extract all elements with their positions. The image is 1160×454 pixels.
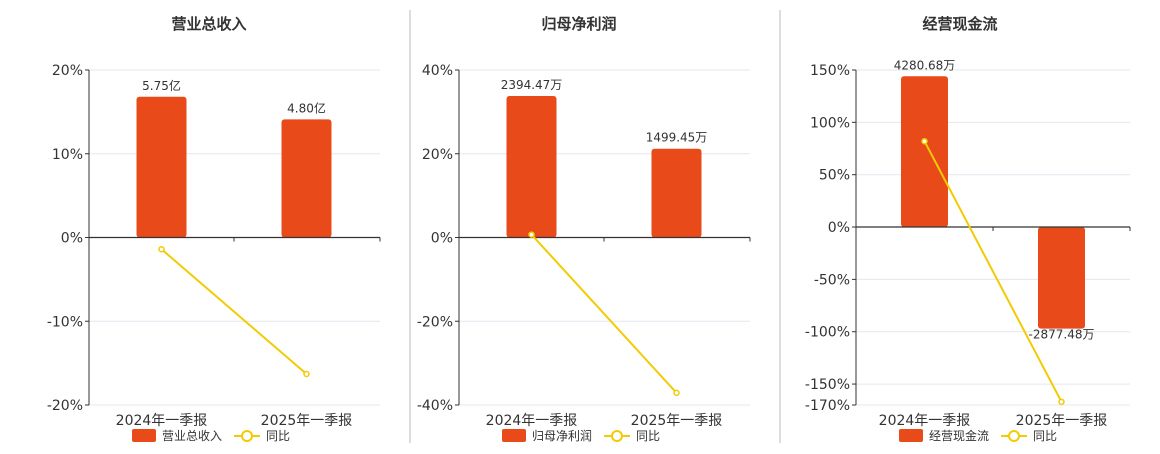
x-category-label: 2025年一季报: [261, 413, 353, 429]
yoy-point-2: [303, 370, 310, 378]
y-tick-label: 20%: [422, 147, 453, 163]
chart-title: 经营现金流: [922, 15, 997, 33]
yoy-point-1: [921, 137, 928, 145]
yoy-line: [530, 233, 678, 394]
legend: 经营现金流 同比: [899, 428, 1057, 443]
y-tick-label: 0%: [828, 220, 850, 236]
legend-line-marker: [1008, 430, 1020, 442]
legend-bar-swatch: [502, 429, 526, 442]
bar-data-label: 4280.68万: [894, 58, 956, 72]
chart-title: 归母净利润: [541, 15, 616, 33]
bar-data-label: 2394.47万: [501, 78, 563, 92]
x-category-label: 2025年一季报: [1016, 413, 1108, 429]
bar-1: [506, 95, 557, 238]
chart-2: 归母净利润 40% 20% 0% -20% -40% 2394.47万 1499.45万 202…: [417, 15, 751, 443]
legend-line-label: 同比: [636, 429, 660, 443]
legend-bar-label: 归母净利润: [532, 429, 592, 443]
y-tick-label: 10%: [52, 147, 83, 163]
legend-bar-swatch: [899, 429, 923, 442]
y-tick-label: -150%: [805, 377, 850, 393]
y-tick-label: -100%: [805, 325, 850, 341]
bar-1: [901, 76, 948, 228]
yoy-line: [923, 140, 1063, 403]
bar-data-label: 1499.45万: [646, 131, 708, 145]
legend-bar-label: 营业总收入: [162, 429, 222, 443]
yoy-point-1: [158, 245, 165, 253]
legend-line-label: 同比: [266, 429, 290, 443]
y-tick-label: 20%: [52, 63, 83, 79]
legend-line-label: 同比: [1033, 429, 1057, 443]
bar-data-label: -2877.48万: [1029, 328, 1095, 342]
x-category-label: 2024年一季报: [879, 413, 971, 429]
bar-2: [281, 119, 332, 238]
x-category-label: 2024年一季报: [486, 413, 578, 429]
bar-2: [1038, 227, 1085, 329]
legend-line-marker: [611, 430, 623, 442]
chart-3: 经营现金流 150% 100% 50% 0% -50% -100% -150% -170% 428…: [805, 15, 1131, 443]
y-tick-label: 150%: [810, 63, 850, 79]
y-tick-label: 0%: [431, 231, 453, 247]
yoy-point-1: [528, 231, 535, 238]
y-tick-label: 40%: [422, 63, 453, 79]
bar-data-label: 4.80亿: [287, 100, 326, 115]
chart-1: 营业总收入 20% 10% 0% -10% -20% 5.75亿 4.80亿 2024年一季报 2…: [47, 15, 381, 443]
bar-data-label: 5.75亿: [142, 78, 181, 93]
y-tick-label: -170%: [805, 398, 850, 414]
y-tick-label: -20%: [47, 398, 83, 414]
bar-1: [136, 96, 187, 238]
legend: 营业总收入 同比: [132, 429, 290, 443]
x-category-label: 2024年一季报: [116, 413, 208, 429]
y-tick-label: -40%: [417, 398, 453, 414]
legend-bar-label: 经营现金流: [929, 428, 989, 443]
legend: 归母净利润 同比: [502, 429, 660, 443]
yoy-point-2: [1058, 398, 1065, 406]
y-tick-label: 0%: [61, 231, 83, 247]
y-tick-label: -10%: [47, 314, 83, 330]
legend-line-marker: [241, 430, 253, 442]
y-tick-label: 50%: [819, 168, 850, 184]
y-tick-label: -20%: [417, 314, 453, 330]
x-category-label: 2025年一季报: [631, 413, 723, 429]
y-tick-label: -50%: [814, 272, 850, 288]
legend-bar-swatch: [132, 429, 156, 442]
y-tick-label: 100%: [810, 115, 850, 131]
chart-title: 营业总收入: [171, 15, 246, 33]
yoy-line: [160, 248, 308, 375]
yoy-point-2: [673, 389, 680, 397]
bar-2: [651, 148, 702, 238]
